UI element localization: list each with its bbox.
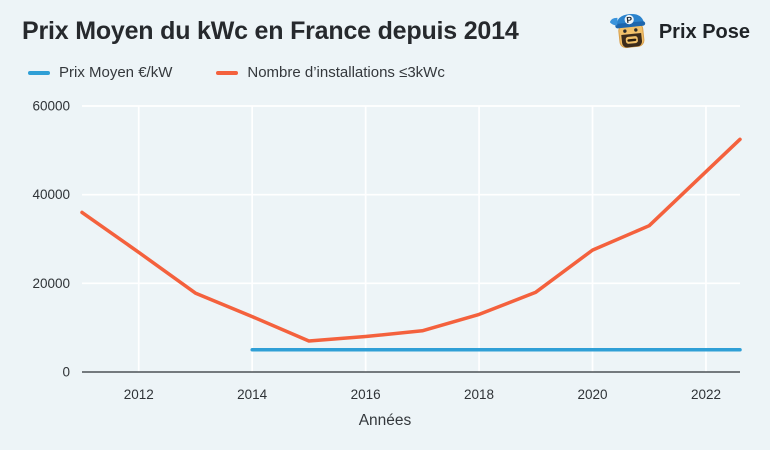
legend-label-installations: Nombre d’installations ≤3kWc (247, 64, 445, 81)
x-tick-label: 2020 (577, 387, 607, 402)
chart-legend: Prix Moyen €/kW Nombre d’installations ≤… (28, 64, 445, 81)
y-tick-label: 20000 (32, 276, 70, 291)
legend-label-prix-moyen: Prix Moyen €/kW (59, 64, 173, 81)
y-tick-label: 40000 (32, 187, 70, 202)
prix-pose-logo-icon: P (609, 13, 646, 49)
x-tick-label: 2014 (237, 387, 268, 402)
series-line-1 (80, 137, 742, 343)
x-tick-label: 2012 (124, 387, 154, 402)
brand-name: Prix Pose (658, 20, 750, 43)
x-tick-label: 2018 (464, 387, 494, 402)
page-title: Prix Moyen du kWc en France depuis 2014 (22, 17, 519, 45)
legend-item-installations: Nombre d’installations ≤3kWc (216, 64, 445, 81)
x-tick-label: 2022 (691, 387, 721, 402)
y-tick-label: 60000 (32, 99, 70, 114)
y-tick-label: 0 (62, 365, 70, 380)
brand: P Prix Pose (609, 11, 750, 53)
legend-swatch-orange (216, 70, 239, 75)
x-axis-title: Années (358, 412, 412, 429)
legend-swatch-blue (28, 70, 50, 75)
legend-item-prix-moyen: Prix Moyen €/kW (28, 64, 172, 81)
svg-text:P: P (626, 14, 633, 25)
x-tick-label: 2016 (351, 387, 381, 402)
